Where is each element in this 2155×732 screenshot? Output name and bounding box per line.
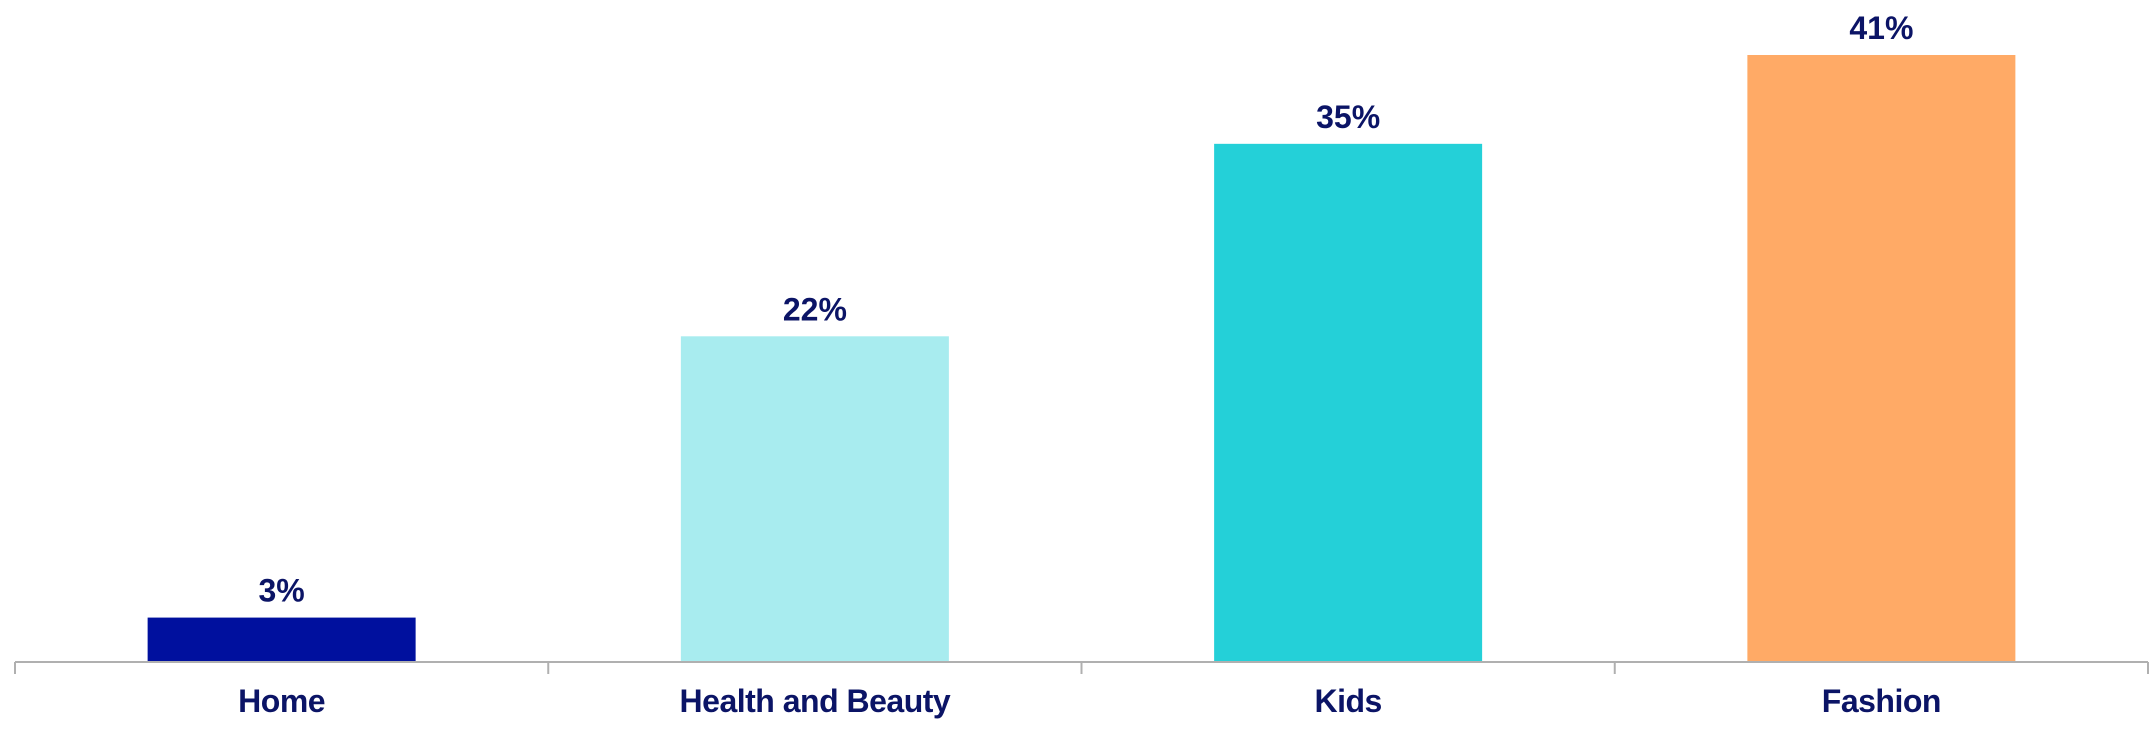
value-label-health-and-beauty: 22% bbox=[783, 291, 847, 327]
category-label-fashion: Fashion bbox=[1822, 683, 1941, 719]
bars-group bbox=[147, 55, 2016, 662]
value-label-home: 3% bbox=[259, 573, 305, 609]
value-label-fashion: 41% bbox=[1849, 10, 1913, 46]
bar-health-and-beauty bbox=[680, 336, 949, 662]
bar-kids bbox=[1214, 143, 1483, 662]
category-labels-group: Home Health and Beauty Kids Fashion bbox=[238, 683, 1941, 719]
category-label-health-and-beauty: Health and Beauty bbox=[680, 683, 951, 719]
value-labels-group: 3% 22% 35% 41% bbox=[259, 10, 1914, 609]
bar-home bbox=[147, 617, 416, 662]
category-label-home: Home bbox=[238, 683, 325, 719]
value-label-kids: 35% bbox=[1316, 99, 1380, 135]
bar-fashion bbox=[1747, 55, 2016, 662]
x-axis bbox=[14, 661, 2149, 674]
category-label-kids: Kids bbox=[1314, 683, 1381, 719]
